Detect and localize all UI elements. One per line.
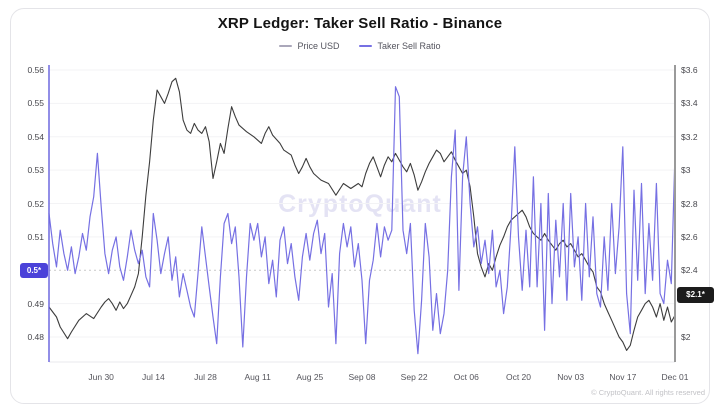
y-left-tick-label: 0.48: [27, 332, 44, 342]
y-right-tick-label: $2.6: [681, 231, 698, 242]
chart-legend: Price USD Taker Sell Ratio: [0, 41, 720, 51]
y-left-tick-label: 0.52: [27, 198, 44, 209]
ratio-line-swatch-icon: [359, 45, 373, 47]
copyright-text: © CryptoQuant. All rights reserved: [591, 388, 705, 397]
x-tick-label: Sep 08: [348, 372, 376, 382]
x-tick-label: Dec 01: [661, 372, 689, 382]
threshold-badge: 0.5*: [20, 262, 48, 278]
y-right-tick-label: $2.8: [681, 198, 698, 209]
x-tick-label: Aug 11: [244, 372, 271, 382]
legend-item-price-usd[interactable]: Price USD: [279, 41, 339, 51]
y-left-tick-label: 0.51: [27, 231, 44, 242]
y-right-tick-label: $3.2: [681, 131, 698, 142]
y-left-tick-label: 0.54: [27, 131, 44, 142]
legend-label-price: Price USD: [297, 41, 340, 51]
y-left-tick-label: 0.55: [27, 98, 44, 109]
x-tick-label: Jul 28: [194, 372, 217, 382]
price-line-swatch-icon: [279, 45, 293, 47]
y-right-tick-label: $3.6: [681, 65, 698, 75]
y-left-tick-label: 0.53: [27, 165, 44, 176]
y-left-tick-label: 0.49: [27, 298, 44, 309]
x-tick-label: Aug 25: [296, 372, 324, 382]
y-right-tick-label: $3: [681, 165, 691, 176]
legend-label-ratio: Taker Sell Ratio: [377, 41, 441, 51]
chart-card: [10, 8, 710, 404]
x-tick-label: Nov 03: [557, 372, 585, 382]
x-tick-label: Oct 20: [505, 372, 532, 382]
x-tick-label: Jun 30: [88, 372, 114, 382]
y-right-tick-label: $2.4: [681, 265, 698, 276]
x-tick-label: Oct 06: [453, 372, 479, 382]
last-price-badge: $2.1*: [677, 287, 714, 303]
x-tick-label: Jul 14: [141, 372, 165, 382]
legend-item-taker-sell-ratio[interactable]: Taker Sell Ratio: [359, 41, 441, 51]
x-tick-label: Nov 17: [609, 372, 637, 382]
y-right-tick-label: $3.4: [681, 98, 698, 109]
x-tick-label: Sep 22: [400, 372, 428, 382]
y-left-tick-label: 0.56: [27, 65, 44, 75]
y-right-tick-label: $2: [681, 332, 691, 342]
chart-title: XRP Ledger: Taker Sell Ratio - Binance: [217, 15, 503, 32]
